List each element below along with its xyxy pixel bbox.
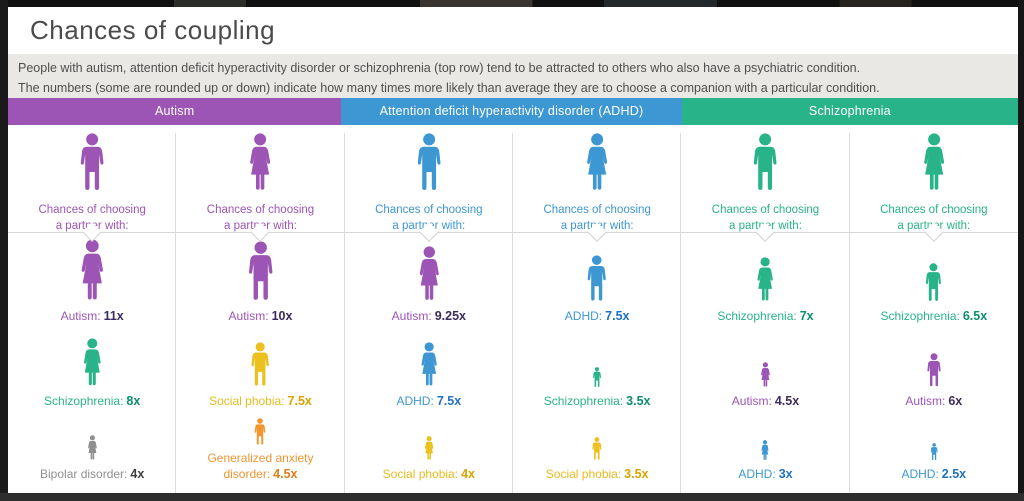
female-figure-icon <box>413 246 446 303</box>
divider <box>681 222 850 242</box>
column-adhd-man: Chances of choosing a partner with: Auti… <box>344 125 514 493</box>
frame-right-strip <box>1018 0 1024 501</box>
male-figure-icon <box>75 133 109 193</box>
partner-label: Schizophrenia: 6.5x <box>880 309 988 324</box>
partner-cell: ADHD: 2.5x <box>850 420 1018 493</box>
subtitle-band: People with autism, attention deficit hy… <box>8 54 1018 98</box>
frame-left-strip <box>0 0 8 501</box>
male-figure-icon <box>922 263 945 303</box>
divider <box>849 222 1018 242</box>
partner-label: Autism: 9.25x <box>391 309 466 324</box>
partner-label: ADHD: 7.5x <box>396 394 462 409</box>
partner-label: Schizophrenia: 3.5x <box>543 394 651 409</box>
female-figure-icon <box>74 239 111 303</box>
column-autism-woman: Chances of choosing a partner with: Auti… <box>176 125 345 493</box>
male-figure-icon <box>412 133 446 193</box>
female-figure-icon <box>759 440 771 461</box>
partner-label: Social phobia: 3.5x <box>545 467 649 482</box>
partner-label: Social phobia: 4x <box>382 467 475 482</box>
partner-cell: Social phobia: 4x <box>345 420 513 493</box>
female-figure-icon <box>243 133 277 193</box>
partner-cell: Bipolar disorder: 4x <box>8 420 176 493</box>
partner-cell: Autism: 11x <box>8 233 176 335</box>
partner-cell: ADHD: 7.5x <box>513 233 681 335</box>
partner-cell: Schizophrenia: 6.5x <box>850 233 1018 335</box>
partner-label: Social phobia: 7.5x <box>209 394 312 409</box>
partner-label: Autism: 6x <box>905 394 963 409</box>
partner-label: Autism: 4.5x <box>731 394 800 409</box>
column-schizophrenia-woman: Chances of choosing a partner with: Schi… <box>849 125 1018 493</box>
columns-grid: Chances of choosing a partner with: Auti… <box>8 125 1018 493</box>
partner-label: Schizophrenia: 7x <box>717 309 814 324</box>
partner-cell: Schizophrenia: 3.5x <box>513 335 681 420</box>
partner-label: Bipolar disorder: 4x <box>40 467 145 482</box>
female-figure-icon <box>422 436 436 461</box>
male-figure-icon <box>591 367 603 388</box>
partner-cell: Schizophrenia: 7x <box>681 233 849 335</box>
female-figure-icon <box>416 342 442 388</box>
male-figure-icon <box>929 443 939 461</box>
subtitle-line-2: The numbers (some are rounded up or down… <box>18 80 880 95</box>
column-adhd-woman: Chances of choosing a partner with: ADHD… <box>512 125 682 493</box>
partner-label: Schizophrenia: 8x <box>44 394 141 409</box>
partner-cell: ADHD: 7.5x <box>345 335 513 420</box>
page-title: Chances of coupling <box>30 15 276 46</box>
band-autism: Autism <box>8 98 342 125</box>
content-area: Chances of coupling People with autism, … <box>8 7 1018 493</box>
divider <box>344 222 513 242</box>
female-figure-icon <box>580 133 614 193</box>
male-figure-icon <box>924 353 944 388</box>
female-figure-icon <box>752 257 778 303</box>
frame-bottom-strip <box>0 493 1024 501</box>
column-caption: Chances of choosing a partner with: <box>880 204 988 233</box>
partner-label: ADHD: 3x <box>738 467 793 482</box>
partner-label: Autism: 10x <box>228 309 293 324</box>
male-figure-icon <box>247 342 273 388</box>
female-figure-icon <box>917 133 951 193</box>
female-figure-icon <box>85 435 100 461</box>
column-autism-man: Chances of choosing a partner with: Auti… <box>8 125 177 493</box>
female-figure-icon <box>78 338 107 388</box>
partner-cell: Schizophrenia: 8x <box>8 335 176 420</box>
column-schizophrenia-man: Chances of choosing a partner with: Schi… <box>681 125 850 493</box>
divider <box>8 222 177 242</box>
partner-cell: Autism: 9.25x <box>345 233 513 335</box>
female-figure-icon <box>758 362 773 388</box>
title-bar: Chances of coupling <box>8 7 1018 55</box>
male-figure-icon <box>748 133 782 193</box>
male-figure-icon <box>590 437 604 461</box>
column-caption: Chances of choosing a partner with: <box>711 204 820 233</box>
partner-cell: Generalized anxiety disorder: 4.5x <box>176 420 344 493</box>
male-figure-icon <box>243 241 278 303</box>
frame-top-strip <box>0 0 1024 7</box>
band-adhd: Attention deficit hyperactivity disorder… <box>341 98 682 125</box>
partner-label: Generalized anxiety disorder: 4.5x <box>207 450 314 482</box>
partner-cell: Autism: 4.5x <box>681 335 849 420</box>
partner-label: ADHD: 7.5x <box>564 309 630 324</box>
divider <box>176 222 345 242</box>
partner-cell: Autism: 6x <box>850 335 1018 420</box>
partner-cell: Autism: 10x <box>176 233 344 335</box>
partner-cell: Social phobia: 7.5x <box>176 335 344 420</box>
male-figure-icon <box>252 418 268 446</box>
partner-cell: Social phobia: 3.5x <box>513 420 681 493</box>
divider <box>512 222 682 242</box>
partner-label: Autism: 11x <box>60 309 124 324</box>
male-figure-icon <box>583 255 610 303</box>
condition-header-bands: Autism Attention deficit hyperactivity d… <box>8 98 1018 125</box>
partner-label: ADHD: 2.5x <box>901 467 967 482</box>
subtitle-line-1: People with autism, attention deficit hy… <box>18 61 861 76</box>
partner-cell: ADHD: 3x <box>681 420 849 493</box>
band-schizophrenia: Schizophrenia <box>681 98 1018 125</box>
